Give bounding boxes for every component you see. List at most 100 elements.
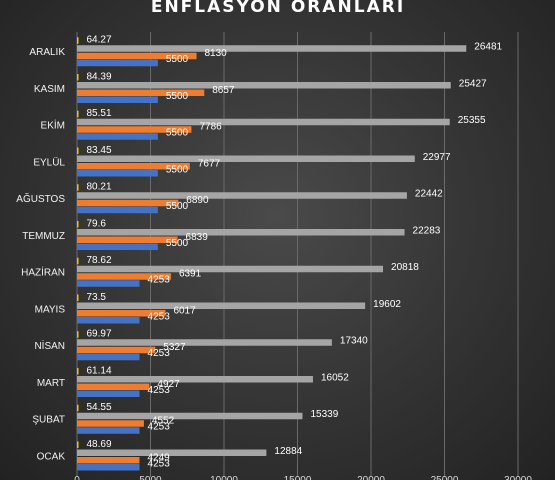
x-tick-label: 25000: [431, 475, 459, 480]
x-tick-label: 10000: [210, 475, 238, 480]
bar: [77, 441, 79, 448]
data-label: 8657: [212, 85, 235, 96]
bar: [77, 37, 79, 44]
bar: [77, 236, 178, 243]
data-label: 4552: [152, 416, 175, 427]
data-label: 73.5: [87, 292, 107, 303]
bar: [77, 383, 150, 390]
category-label: MAYIS: [35, 304, 66, 315]
data-label: 6890: [186, 195, 209, 206]
data-label: 25355: [458, 115, 486, 126]
data-label: 6391: [179, 269, 202, 280]
bar: [77, 280, 140, 287]
bar: [77, 317, 140, 324]
bar: [77, 346, 156, 354]
bar: [77, 265, 384, 273]
bar: [77, 390, 140, 397]
data-label: 48.69: [87, 439, 112, 450]
data-label: 5500: [166, 54, 189, 65]
data-label: 8130: [205, 48, 228, 59]
category-label: ŞUBAT: [32, 415, 65, 426]
data-label: 78.62: [87, 255, 112, 266]
bar: [77, 192, 407, 199]
category-label: EKİM: [41, 119, 65, 132]
bar: [77, 133, 158, 140]
data-label: 7786: [199, 122, 222, 133]
data-label: 85.51: [87, 108, 112, 119]
data-label: 5500: [166, 128, 189, 139]
data-label: 4249: [147, 452, 170, 463]
x-tick-label: 5000: [139, 475, 162, 480]
bar: [77, 184, 79, 191]
bar: [77, 221, 79, 228]
data-label: 5500: [166, 238, 189, 249]
bar: [77, 74, 79, 81]
bar: [77, 147, 79, 154]
category-label: KASIM: [34, 84, 65, 95]
data-label: 4253: [148, 348, 171, 359]
data-labels: 64.27 26481 8130 5500 84.39 25427 8657 5500 85.5…: [87, 35, 503, 470]
bar: [77, 243, 158, 250]
bar: [77, 310, 166, 317]
bar: [77, 353, 140, 361]
data-label: 4253: [148, 275, 171, 286]
bar: [77, 96, 158, 103]
data-label: 69.97: [87, 329, 112, 340]
bar: [77, 170, 158, 177]
bar: [77, 45, 467, 52]
data-label: 22442: [415, 189, 443, 200]
x-tick-label: 20000: [357, 475, 385, 480]
category-label: TEMMUZ: [22, 231, 65, 242]
bar: [77, 126, 192, 133]
data-label: 4927: [157, 379, 180, 390]
data-label: 5500: [166, 201, 189, 212]
category-labels: ARALIK KASIM EKİM EYLÜL AĞUSTOS TEMMUZ HAZİRAN…: [16, 47, 65, 462]
bar: [77, 457, 140, 464]
bar: [77, 118, 450, 126]
data-label: 22977: [423, 152, 451, 163]
category-label: OCAK: [37, 451, 66, 462]
gridlines: [76, 32, 519, 477]
data-label: 15339: [310, 409, 338, 420]
bar: [77, 449, 267, 456]
data-label: 20818: [391, 262, 419, 273]
bar: [77, 229, 405, 236]
data-label: 17340: [340, 336, 368, 347]
data-label: 4253: [148, 311, 171, 322]
data-label: 19602: [373, 299, 401, 310]
category-label: HAZİRAN: [21, 266, 65, 279]
data-label: 26481: [474, 42, 502, 53]
data-label: 5500: [166, 164, 189, 175]
bar: [77, 339, 332, 346]
data-label: 5327: [163, 342, 186, 353]
data-label: 6017: [173, 305, 196, 316]
data-label: 80.21: [87, 182, 112, 193]
bar: [77, 412, 303, 420]
data-label: 16052: [321, 372, 349, 383]
bar: [77, 257, 79, 265]
bar: [77, 420, 144, 427]
data-label: 83.45: [87, 145, 112, 156]
bar: [77, 110, 79, 118]
bar: [77, 82, 451, 89]
data-label: 4253: [148, 458, 171, 469]
bar: [77, 331, 79, 338]
data-label: 4253: [148, 385, 171, 396]
category-label: AĞUSTOS: [16, 192, 65, 205]
x-tick-label: 0: [74, 475, 80, 480]
data-label: 5500: [166, 91, 189, 102]
data-label: 64.27: [87, 35, 112, 46]
bar: [77, 273, 171, 280]
data-label: 54.55: [87, 402, 112, 413]
bar: [77, 376, 313, 383]
bars: [77, 37, 467, 471]
bar: [77, 199, 179, 207]
bar: [77, 52, 197, 60]
bar: [77, 163, 190, 170]
bar: [77, 155, 415, 162]
data-label: 22283: [413, 225, 441, 236]
category-label: ARALIK: [29, 47, 65, 58]
bar: [77, 206, 158, 214]
x-tick-label: 15000: [284, 475, 312, 480]
